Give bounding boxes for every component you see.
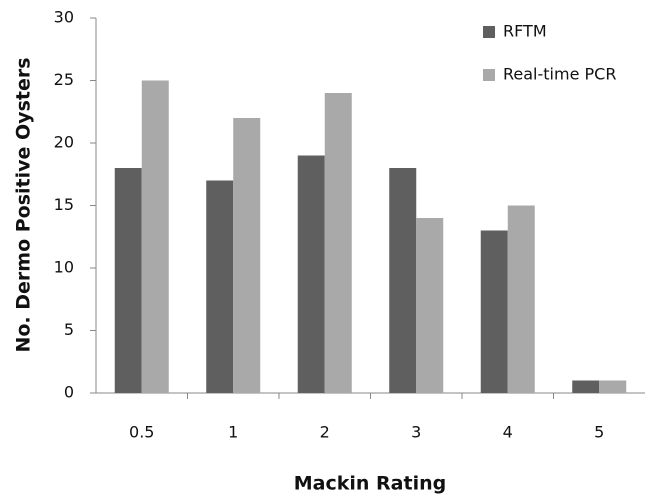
x-tick-label: 1 <box>228 423 238 442</box>
y-tick-label: 15 <box>54 195 74 214</box>
y-tick-label: 30 <box>54 8 74 27</box>
bar <box>297 155 325 393</box>
y-axis-label: No. Dermo Positive Oysters <box>13 57 35 352</box>
legend-label: RFTM <box>503 22 547 41</box>
y-tick-label: 10 <box>54 258 74 277</box>
x-tick-label: 3 <box>411 423 421 442</box>
bar <box>480 230 508 393</box>
bar <box>389 168 417 393</box>
legend-swatch <box>483 26 495 38</box>
bar <box>324 93 352 393</box>
x-tick-label: 2 <box>320 423 330 442</box>
bar <box>416 218 444 393</box>
bar <box>599 380 627 393</box>
legend-swatch <box>483 69 495 81</box>
bar <box>114 168 142 393</box>
bar <box>572 380 600 393</box>
y-tick-label: 5 <box>64 320 74 339</box>
x-tick-label: 0.5 <box>129 423 154 442</box>
bar <box>233 118 261 393</box>
y-tick-label: 25 <box>54 70 74 89</box>
y-tick-label: 20 <box>54 133 74 152</box>
y-tick-label: 0 <box>64 383 74 402</box>
bar <box>507 205 535 393</box>
bar <box>141 80 169 393</box>
x-axis-label: Mackin Rating <box>294 473 446 495</box>
x-tick-label: 5 <box>594 423 604 442</box>
x-tick-label: 4 <box>503 423 513 442</box>
bar <box>206 180 234 393</box>
legend-label: Real-time PCR <box>503 65 616 84</box>
